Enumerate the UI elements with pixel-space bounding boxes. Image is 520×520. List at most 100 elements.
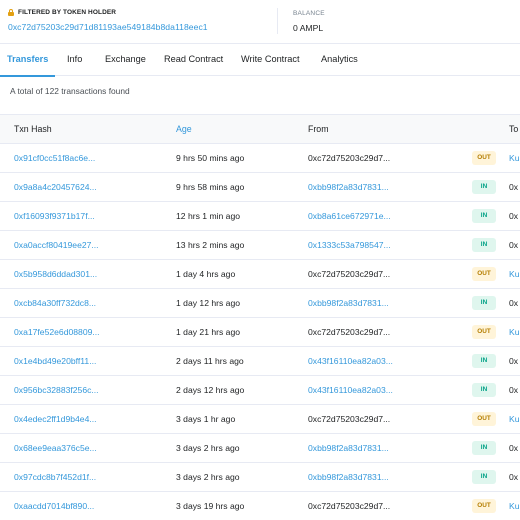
from-address-link[interactable]: 0xbb98f2a83d7831... (308, 443, 389, 453)
txn-hash-link[interactable]: 0x5b958d6ddad301... (14, 269, 98, 279)
to-address: 0x (509, 472, 519, 482)
direction-badge: OUT (472, 151, 496, 165)
table-row: 0x956bc32883f256c... 2 days 12 hrs ago 0x4… (0, 376, 520, 405)
txn-age: 9 hrs 50 mins ago (176, 153, 245, 163)
column-header-from: From (308, 124, 329, 134)
txn-age: 13 hrs 2 mins ago (176, 240, 245, 250)
txn-hash-link[interactable]: 0xa17fe52e6d08809... (14, 327, 100, 337)
txn-hash-link[interactable]: 0x956bc32883f256c... (14, 385, 99, 395)
direction-badge: IN (472, 209, 496, 223)
txn-hash-link[interactable]: 0x4edec2ff1d9b4e4... (14, 414, 97, 424)
txn-age: 1 day 12 hrs ago (176, 298, 241, 308)
token-holder-filter-bar: FILTERED BY TOKEN HOLDER 0xc72d75203c29d… (0, 0, 520, 44)
txn-hash-link[interactable]: 0x1e4bd49e20bff11... (14, 356, 97, 366)
txn-hash-link[interactable]: 0x9a8a4c20457624... (14, 182, 97, 192)
from-address-link[interactable]: 0xb8a61ce672971e... (308, 211, 391, 221)
txn-hash-link[interactable]: 0xcb84a30ff732dc8... (14, 298, 97, 308)
txn-age: 1 day 21 hrs ago (176, 327, 241, 337)
direction-badge: OUT (472, 325, 496, 339)
filter-holder-section: FILTERED BY TOKEN HOLDER 0xc72d75203c29d… (8, 9, 208, 32)
tab-bar: Transfers Info Exchange Read Contract Wr… (0, 44, 520, 77)
from-address-link[interactable]: 0x43f16110ea82a03... (308, 385, 393, 395)
tab-analytics[interactable]: Analytics (321, 54, 358, 64)
from-address: 0xc72d75203c29d7... (308, 327, 391, 337)
table-row: 0x97cdc8b7f452d1f... 3 days 2 hrs ago 0xbb… (0, 463, 520, 492)
direction-badge: IN (472, 238, 496, 252)
column-header-to: To (509, 124, 519, 134)
filter-label-text: FILTERED BY TOKEN HOLDER (18, 9, 117, 16)
lock-icon (8, 9, 14, 16)
to-address-link[interactable]: Ku (509, 501, 520, 511)
column-header-age-toggle[interactable]: Age (176, 124, 192, 134)
table-row: 0xcb84a30ff732dc8... 1 day 12 hrs ago 0xbb… (0, 289, 520, 318)
from-address-link[interactable]: 0xbb98f2a83d7831... (308, 182, 389, 192)
table-header: Txn Hash Age From To (0, 114, 520, 144)
from-address-link[interactable]: 0x1333c53a798547... (308, 240, 391, 250)
to-address-link[interactable]: Ku (509, 153, 520, 163)
table-row: 0x4edec2ff1d9b4e4... 3 days 1 hr ago 0xc72… (0, 405, 520, 434)
table-row: 0x9a8a4c20457624... 9 hrs 58 mins ago 0xbb… (0, 173, 520, 202)
balance-label: BALANCE (293, 10, 325, 17)
to-address-link[interactable]: Ku (509, 327, 520, 337)
table-row: 0xa17fe52e6d08809... 1 day 21 hrs ago 0xc7… (0, 318, 520, 347)
direction-badge: IN (472, 180, 496, 194)
to-address: 0x (509, 182, 519, 192)
balance-section: BALANCE 0 AMPL (293, 10, 325, 33)
from-address: 0xc72d75203c29d7... (308, 501, 391, 511)
txn-age: 1 day 4 hrs ago (176, 269, 236, 279)
to-address: 0x (509, 240, 519, 250)
table-row: 0x5b958d6ddad301... 1 day 4 hrs ago 0xc72d… (0, 260, 520, 289)
txn-age: 3 days 1 hr ago (176, 414, 236, 424)
from-address-link[interactable]: 0xbb98f2a83d7831... (308, 298, 389, 308)
from-address: 0xc72d75203c29d7... (308, 153, 391, 163)
to-address: 0x (509, 385, 519, 395)
tab-exchange[interactable]: Exchange (105, 54, 146, 64)
divider (277, 8, 278, 34)
txn-age: 9 hrs 58 mins ago (176, 182, 245, 192)
table-row: 0x68ee9eaa376c5e... 3 days 2 hrs ago 0xbb9… (0, 434, 520, 463)
from-address: 0xc72d75203c29d7... (308, 269, 391, 279)
tab-transfers[interactable]: Transfers (0, 44, 56, 77)
from-address-link[interactable]: 0xbb98f2a83d7831... (308, 472, 389, 482)
txn-hash-link[interactable]: 0x91cf0cc51f8ac6e... (14, 153, 96, 163)
to-address-link[interactable]: Ku (509, 269, 520, 279)
to-address: 0x (509, 211, 519, 221)
table-row: 0x1e4bd49e20bff11... 2 days 11 hrs ago 0x4… (0, 347, 520, 376)
txn-hash-link[interactable]: 0xaacdd7014bf890... (14, 501, 95, 511)
table-row: 0xa0accf80419ee27... 13 hrs 2 mins ago 0x1… (0, 231, 520, 260)
from-address-link[interactable]: 0x43f16110ea82a03... (308, 356, 393, 366)
direction-badge: IN (472, 470, 496, 484)
txn-age: 12 hrs 1 min ago (176, 211, 241, 221)
txn-age: 3 days 2 hrs ago (176, 472, 240, 482)
txn-age: 2 days 11 hrs ago (176, 356, 244, 366)
transaction-count-summary: A total of 122 transactions found (10, 86, 130, 96)
table-row: 0x91cf0cc51f8ac6e... 9 hrs 50 mins ago 0xc… (0, 144, 520, 173)
tab-write-contract[interactable]: Write Contract (241, 54, 300, 64)
txn-hash-link[interactable]: 0xf16093f9371b17f... (14, 211, 95, 221)
table-row: 0xf16093f9371b17f... 12 hrs 1 min ago 0xb8… (0, 202, 520, 231)
to-address: 0x (509, 443, 519, 453)
column-header-txn-hash: Txn Hash (14, 124, 52, 134)
tab-info[interactable]: Info (67, 54, 83, 64)
tab-read-contract[interactable]: Read Contract (164, 54, 224, 64)
txn-hash-link[interactable]: 0x68ee9eaa376c5e... (14, 443, 97, 453)
to-address: 0x (509, 356, 519, 366)
txn-hash-link[interactable]: 0xa0accf80419ee27... (14, 240, 99, 250)
txn-hash-link[interactable]: 0x97cdc8b7f452d1f... (14, 472, 97, 482)
filter-label: FILTERED BY TOKEN HOLDER (8, 9, 208, 16)
direction-badge: IN (472, 441, 496, 455)
direction-badge: OUT (472, 499, 496, 513)
direction-badge: OUT (472, 412, 496, 426)
txn-age: 3 days 2 hrs ago (176, 443, 240, 453)
balance-value: 0 AMPL (293, 23, 324, 33)
direction-badge: OUT (472, 267, 496, 281)
to-address-link[interactable]: Ku (509, 414, 520, 424)
txn-age: 3 days 19 hrs ago (176, 501, 245, 511)
to-address: 0x (509, 298, 519, 308)
direction-badge: IN (472, 383, 496, 397)
holder-address-link[interactable]: 0xc72d75203c29d71d81193ae549184b8da118ee… (8, 22, 208, 32)
direction-badge: IN (472, 296, 496, 310)
direction-badge: IN (472, 354, 496, 368)
txn-age: 2 days 12 hrs ago (176, 385, 245, 395)
from-address: 0xc72d75203c29d7... (308, 414, 391, 424)
